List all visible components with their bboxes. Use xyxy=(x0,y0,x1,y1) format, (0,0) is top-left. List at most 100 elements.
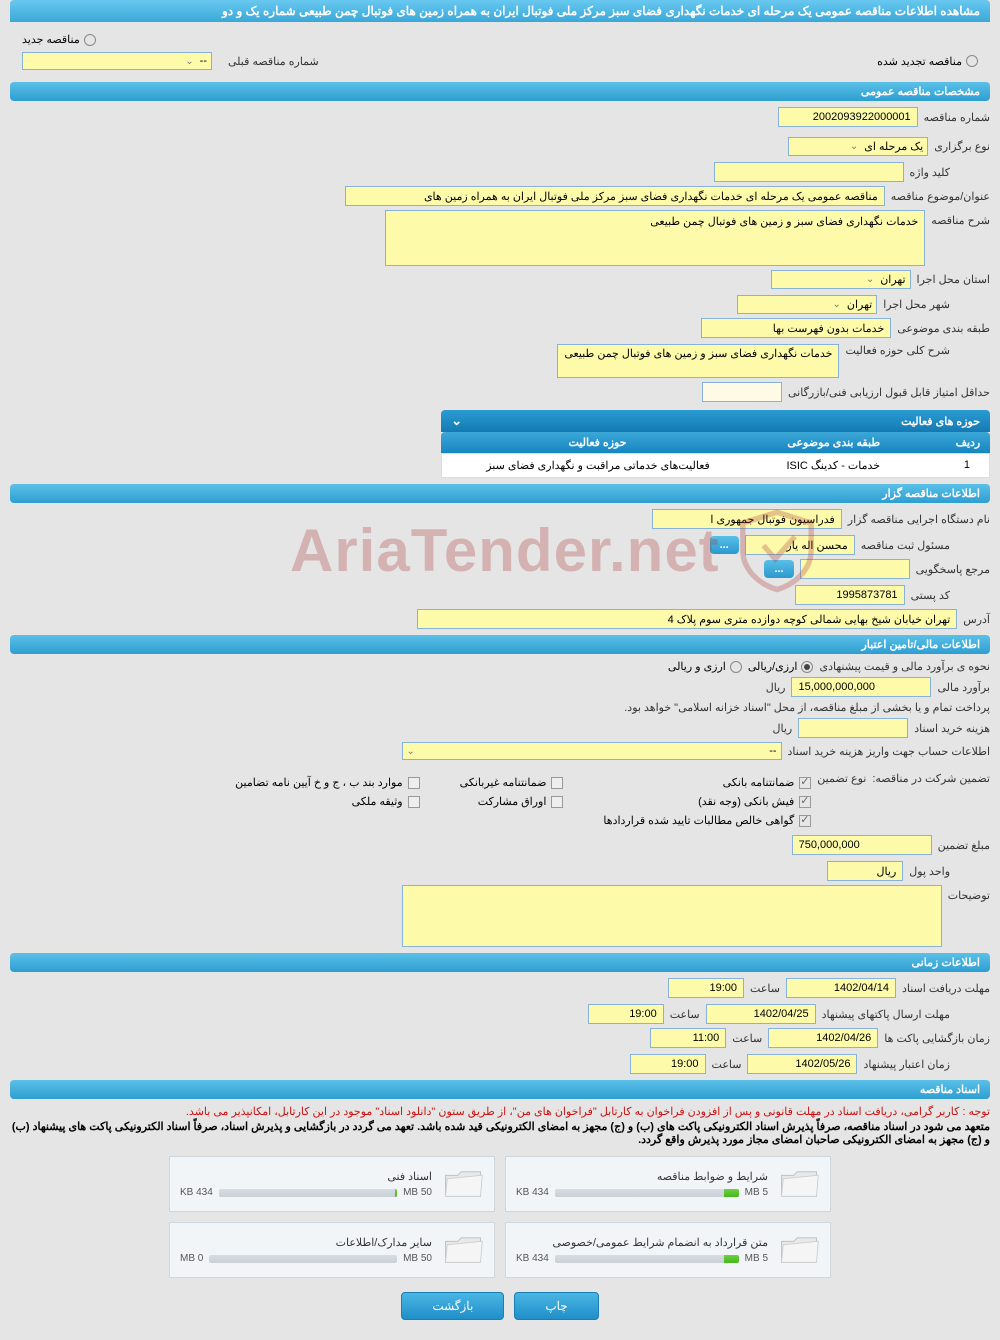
post-field[interactable]: 1995873781 xyxy=(795,585,905,605)
chevron-down-icon: ⌄ xyxy=(185,56,193,67)
radio-renew-label: مناقصه تجدید شده xyxy=(877,55,962,68)
row-location: استان محل اجرا تهران ⌄ شهر محل اجرا تهرا… xyxy=(10,270,990,314)
chk-bank[interactable]: ضمانتنامه بانکی xyxy=(603,776,811,789)
province-label: استان محل اجرا xyxy=(917,273,990,286)
purchase-cost-label: هزینه خرید اسناد xyxy=(914,722,990,735)
hold-type-select[interactable]: یک مرحله ای ⌄ xyxy=(788,137,928,156)
radio-renew[interactable]: مناقصه تجدید شده xyxy=(877,55,978,68)
file-card[interactable]: اسناد فنی 50 MB 434 KB xyxy=(169,1156,495,1212)
radio-riyal[interactable]: ارزی/ریالی xyxy=(748,660,814,673)
ref-label: مرجع پاسخگویی xyxy=(916,563,990,576)
file-used: 0 MB xyxy=(180,1253,203,1264)
subject-label: عنوان/موضوع مناقصه xyxy=(891,190,990,203)
file-used: 434 KB xyxy=(516,1253,549,1264)
row-guarantee-types: تضمین شرکت در مناقصه: نوع تضمین ضمانتنام… xyxy=(10,772,990,831)
checkbox-icon xyxy=(799,815,811,827)
section-owner: اطلاعات مناقصه گزار xyxy=(10,484,990,503)
scope-field: خدمات نگهداری فضای سبز و زمین های فوتبال… xyxy=(557,344,839,378)
prev-tender-value: -- xyxy=(200,55,207,67)
checkbox-icon xyxy=(408,777,420,789)
chevron-down-icon[interactable]: ⌄ xyxy=(451,413,462,429)
hold-type-value: یک مرحله ای xyxy=(864,140,923,153)
remarks-textarea[interactable] xyxy=(402,885,942,947)
file-card[interactable]: شرایط و ضوابط مناقصه 5 MB 434 KB xyxy=(505,1156,831,1212)
account-select[interactable]: -- ⌄ xyxy=(402,742,782,760)
time-label: ساعت xyxy=(670,1008,700,1021)
riyal-unit-2: ریال xyxy=(772,722,792,735)
row-account: اطلاعات حساب جهت واریز هزینه خرید اسناد … xyxy=(10,742,990,760)
chk-property[interactable]: وثیقه ملکی xyxy=(235,795,419,808)
row-addr: آدرس تهران خیابان شیخ بهایی شمالی کوچه د… xyxy=(10,609,990,629)
subject-input[interactable]: مناقصه عمومی یک مرحله ای خدمات نگهداری ف… xyxy=(345,186,885,206)
desc-textarea[interactable]: خدمات نگهداری فضای سبز و زمین های فوتبال… xyxy=(385,210,925,266)
back-button[interactable]: بازگشت xyxy=(401,1292,504,1320)
open-time[interactable]: 11:00 xyxy=(650,1028,726,1048)
th-icon xyxy=(447,436,479,449)
ref-field[interactable] xyxy=(800,559,910,579)
checkbox-icon xyxy=(551,777,563,789)
radio-arzi[interactable]: ارزی و ریالی xyxy=(668,660,742,673)
doc-deadline-time[interactable]: 19:00 xyxy=(668,978,744,998)
valid-time[interactable]: 19:00 xyxy=(630,1054,706,1074)
bid-deadline-time[interactable]: 19:00 xyxy=(588,1004,664,1024)
file-card[interactable]: سایر مدارک/اطلاعات 50 MB 0 MB xyxy=(169,1222,495,1278)
chk-cash[interactable]: فیش بانکی (وجه نقد) xyxy=(603,795,811,808)
row-subject: عنوان/موضوع مناقصه مناقصه عمومی یک مرحله… xyxy=(10,186,990,206)
file-title: اسناد فنی xyxy=(180,1170,432,1183)
city-value: تهران xyxy=(847,298,872,311)
ellipsis-button[interactable]: ... xyxy=(764,560,793,578)
progress-bar xyxy=(209,1255,397,1263)
chk-items[interactable]: موارد بند ب ، ج و خ آیین نامه تضامین xyxy=(235,776,419,789)
chevron-down-icon: ⌄ xyxy=(832,299,840,310)
cell-cat: خدمات - کدینگ ISIC xyxy=(716,459,951,472)
valid-date[interactable]: 1402/05/26 xyxy=(747,1054,857,1074)
row-time-2: زمان بازگشایی پاکت ها 1402/04/26 ساعت 11… xyxy=(10,1028,990,1074)
prev-tender-select[interactable]: -- ⌄ xyxy=(22,52,212,70)
checkbox-icon xyxy=(799,796,811,808)
open-date[interactable]: 1402/04/26 xyxy=(768,1028,878,1048)
page-title: مشاهده اطلاعات مناقصه عمومی یک مرحله ای … xyxy=(222,4,980,18)
bid-deadline-date[interactable]: 1402/04/25 xyxy=(706,1004,816,1024)
row-est-method: نحوه ی برآورد مالی و قیمت پیشنهادی ارزی/… xyxy=(10,660,990,673)
minscore-input[interactable] xyxy=(702,382,782,402)
print-button[interactable]: چاپ xyxy=(514,1292,598,1320)
chk-bonds[interactable]: اوراق مشارکت xyxy=(460,795,564,808)
guarantee-in-label: تضمین شرکت در مناقصه: xyxy=(872,772,990,785)
file-used: 434 KB xyxy=(516,1187,549,1198)
doc-deadline-date[interactable]: 1402/04/14 xyxy=(786,978,896,998)
row-payment-note: پرداخت تمام و یا بخشی از مبلغ مناقصه، از… xyxy=(10,701,990,714)
tender-type-row2: مناقصه تجدید شده شماره مناقصه قبلی -- ⌄ xyxy=(10,52,990,76)
province-value: تهران xyxy=(880,273,905,286)
account-label: اطلاعات حساب جهت واریز هزینه خرید اسناد xyxy=(788,745,990,758)
minscore-label: حداقل امتیاز قابل قبول ارزیابی فنی/بازرگ… xyxy=(788,386,990,399)
currency-field: ریال xyxy=(827,861,903,881)
guarantee-checks: ضمانتنامه بانکی فیش بانکی (وجه نقد) گواه… xyxy=(235,776,811,827)
est-value-label: برآورد مالی xyxy=(937,681,990,694)
section-docs: اسناد مناقصه xyxy=(10,1080,990,1099)
file-title: متن قرارداد به انضمام شرایط عمومی/خصوصی xyxy=(516,1236,768,1249)
folder-icon xyxy=(442,1165,484,1203)
city-select[interactable]: تهران ⌄ xyxy=(737,295,877,314)
addr-label: آدرس xyxy=(963,613,990,626)
est-value-field[interactable]: 15,000,000,000 xyxy=(791,677,931,697)
radio-circle-icon xyxy=(966,55,978,67)
province-select[interactable]: تهران ⌄ xyxy=(771,270,911,289)
checkbox-icon xyxy=(799,777,811,789)
radio-new[interactable]: مناقصه جدید xyxy=(22,33,96,46)
keyword-input[interactable] xyxy=(714,162,904,182)
chevron-down-icon: ⌄ xyxy=(850,141,858,152)
purchase-cost-field[interactable] xyxy=(798,718,908,738)
addr-field[interactable]: تهران خیابان شیخ بهایی شمالی کوچه دوازده… xyxy=(417,609,957,629)
remarks-label: توضیحات xyxy=(948,885,990,902)
chk-nonbank[interactable]: ضمانتنامه غیربانکی xyxy=(460,776,564,789)
ellipsis-button[interactable]: ... xyxy=(710,536,739,554)
guarantee-type-label: نوع تضمین xyxy=(817,772,866,785)
scope-label: شرح کلی حوزه فعالیت xyxy=(845,344,950,357)
files-grid: شرایط و ضوابط مناقصه 5 MB 434 KB اسناد ف… xyxy=(10,1156,990,1278)
chk-cert[interactable]: گواهی خالص مطالبات تایید شده قراردادها xyxy=(603,814,811,827)
th-scope: حوزه فعالیت xyxy=(479,436,715,449)
file-card[interactable]: متن قرارداد به انضمام شرایط عمومی/خصوصی … xyxy=(505,1222,831,1278)
est-method-label: نحوه ی برآورد مالی و قیمت پیشنهادی xyxy=(819,660,990,673)
amount-field[interactable]: 750,000,000 xyxy=(792,835,932,855)
row-ref: مرجع پاسخگویی ... کد پستی 1995873781 xyxy=(10,559,990,605)
